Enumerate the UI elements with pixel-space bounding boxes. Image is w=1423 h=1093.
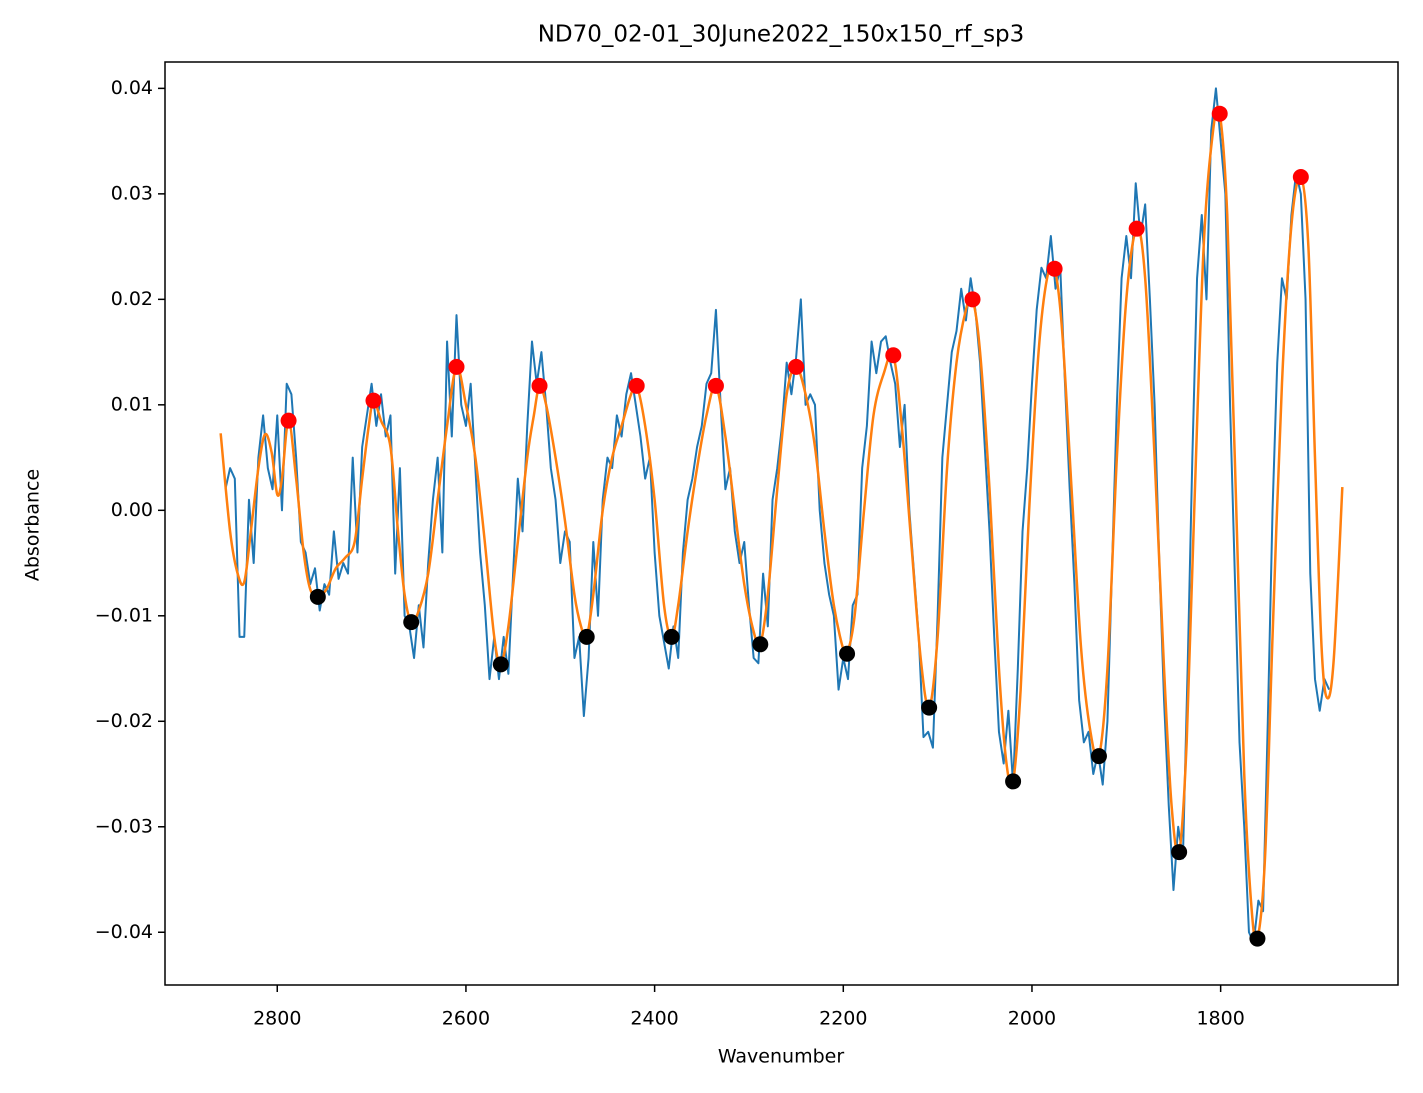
extremum-marker: [1090, 748, 1107, 765]
extremum-marker: [280, 412, 297, 429]
extremum-marker: [752, 636, 769, 653]
x-tick-label: 2000: [1008, 1008, 1056, 1030]
plot-frame: [164, 61, 1399, 986]
y-tick-label: 0.04: [111, 77, 153, 99]
extremum-marker: [492, 656, 509, 673]
y-axis-label: Absorbance: [22, 469, 44, 581]
extremum-marker: [365, 392, 382, 409]
y-tick-label: 0.02: [111, 288, 153, 310]
extremum-marker: [1005, 773, 1022, 790]
x-tick-label: 2400: [630, 1008, 678, 1030]
extremum-marker: [1249, 930, 1266, 947]
chart-title: ND70_02-01_30June2022_150x150_rf_sp3: [538, 22, 1025, 48]
y-tick-label: −0.02: [95, 710, 153, 732]
extremum-marker: [448, 358, 465, 375]
x-tick-label: 2200: [819, 1008, 867, 1030]
x-axis-label: Wavenumber: [718, 1046, 844, 1068]
extremum-marker: [663, 628, 680, 645]
extremum-marker: [921, 699, 938, 716]
extremum-marker: [531, 377, 548, 394]
extremum-marker: [628, 377, 645, 394]
extremum-marker: [885, 347, 902, 364]
extremum-marker: [1211, 105, 1228, 122]
extremum-marker: [1292, 168, 1309, 185]
extremum-marker: [707, 377, 724, 394]
spectrum-line: [224, 87, 1331, 944]
extremum-marker: [578, 628, 595, 645]
extremum-marker: [964, 291, 981, 308]
y-tick-label: −0.03: [95, 815, 153, 837]
extremum-marker: [403, 614, 420, 631]
extremum-marker: [839, 645, 856, 662]
x-tick-label: 1800: [1196, 1008, 1244, 1030]
smoothed-line: [219, 105, 1344, 944]
y-tick-label: −0.04: [95, 921, 153, 943]
y-tick-label: 0.01: [111, 393, 153, 415]
extremum-marker: [1171, 844, 1188, 861]
extremum-marker: [309, 588, 326, 605]
x-tick-label: 2600: [442, 1008, 490, 1030]
y-tick-label: −0.01: [95, 604, 153, 626]
extremum-marker: [1046, 260, 1063, 277]
y-tick-label: 0.03: [111, 182, 153, 204]
extremum-marker: [1128, 220, 1145, 237]
x-tick-label: 2800: [253, 1008, 301, 1030]
extremum-marker: [788, 358, 805, 375]
y-tick-label: 0.00: [111, 499, 153, 521]
